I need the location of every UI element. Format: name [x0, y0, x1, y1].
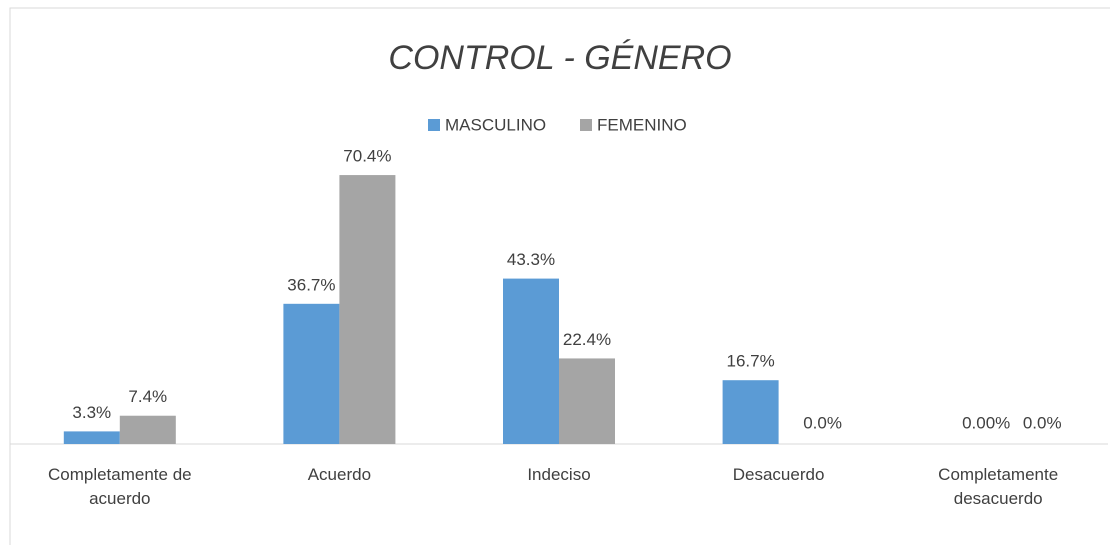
chart-frame: [9, 7, 1110, 545]
bar: [63, 431, 120, 444]
bar: [339, 175, 396, 444]
data-label: 0.00%: [962, 413, 1010, 432]
bar: [119, 415, 176, 444]
data-label: 22.4%: [563, 330, 611, 349]
legend-swatch: [428, 119, 440, 131]
bar: [503, 278, 559, 444]
chart-title: CONTROL - GÉNERO: [388, 39, 731, 77]
data-label: 16.7%: [726, 352, 774, 371]
bar: [722, 380, 779, 444]
bar: [283, 303, 340, 444]
data-label: 70.4%: [343, 147, 391, 166]
x-tick-label: Indeciso: [527, 465, 591, 484]
data-label: 36.7%: [287, 275, 335, 294]
legend-label: FEMENINO: [597, 115, 687, 134]
data-label: 0.0%: [1023, 413, 1062, 432]
legend-label: MASCULINO: [445, 115, 546, 134]
data-label: 3.3%: [72, 403, 111, 422]
data-label: 0.0%: [803, 413, 842, 432]
data-label: 7.4%: [128, 387, 167, 406]
bar: [559, 358, 615, 444]
legend-swatch: [580, 119, 592, 131]
x-tick-label: Completamente desacuerdo: [938, 465, 1059, 508]
x-tick-label: Completamente de acuerdo: [47, 465, 192, 508]
x-tick-label: Acuerdo: [307, 465, 372, 484]
data-label: 43.3%: [507, 250, 555, 269]
x-tick-label: Desacuerdo: [732, 465, 825, 484]
